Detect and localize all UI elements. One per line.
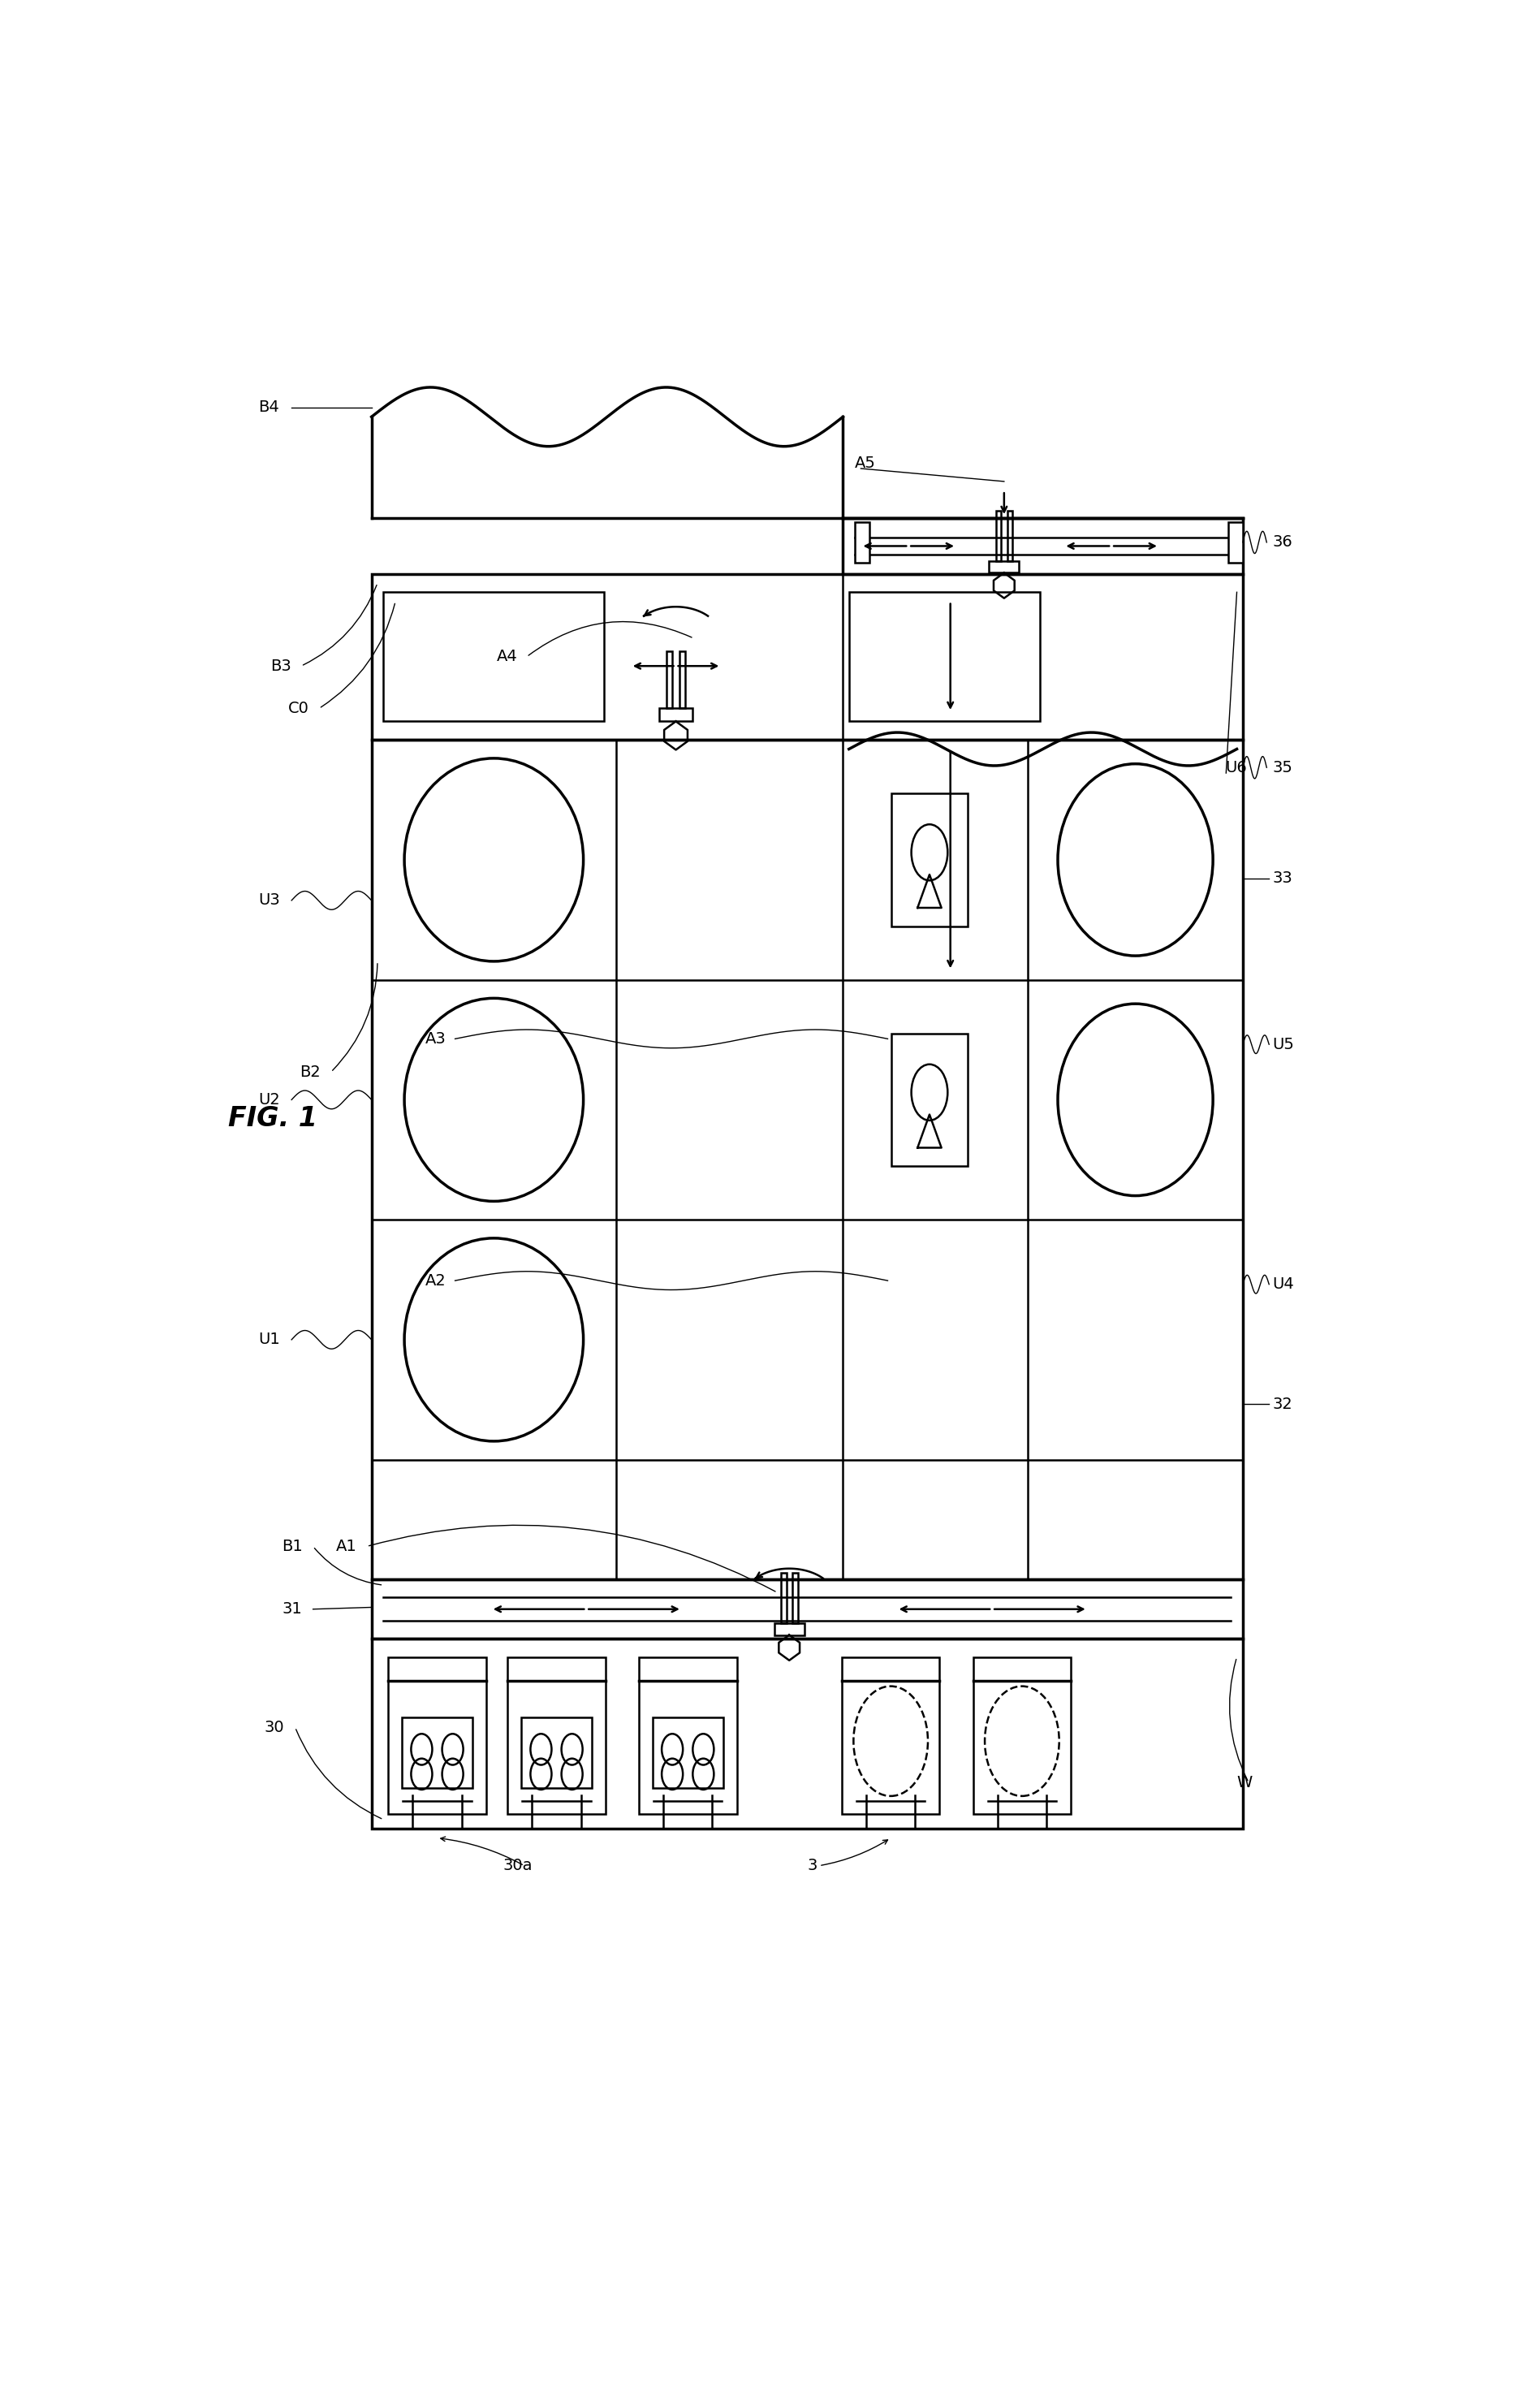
Text: 30: 30 bbox=[265, 1719, 283, 1735]
Bar bbox=[792, 1572, 798, 1623]
Bar bbox=[667, 652, 673, 710]
Bar bbox=[1229, 523, 1243, 563]
Text: A5: A5 bbox=[855, 455, 876, 470]
Text: A2: A2 bbox=[425, 1273, 447, 1287]
Bar bbox=[371, 573, 1243, 741]
Text: 3: 3 bbox=[807, 1858, 818, 1874]
Text: W: W bbox=[1237, 1774, 1252, 1791]
Text: C0: C0 bbox=[288, 700, 310, 717]
Text: 33: 33 bbox=[1272, 870, 1292, 887]
Bar bbox=[639, 1656, 736, 1815]
Bar bbox=[842, 518, 1243, 573]
Bar bbox=[1007, 511, 1012, 561]
Bar bbox=[659, 710, 693, 721]
Bar bbox=[371, 1580, 1243, 1640]
Text: U6: U6 bbox=[1224, 760, 1246, 774]
Bar bbox=[892, 1033, 967, 1167]
Text: B2: B2 bbox=[300, 1064, 320, 1079]
Text: A3: A3 bbox=[425, 1031, 447, 1047]
Text: 32: 32 bbox=[1272, 1397, 1292, 1412]
Text: U1: U1 bbox=[259, 1333, 280, 1347]
Bar bbox=[521, 1719, 591, 1788]
Bar bbox=[989, 561, 1019, 573]
Bar bbox=[855, 523, 869, 563]
Bar bbox=[996, 511, 1001, 561]
Text: U2: U2 bbox=[259, 1093, 280, 1107]
Text: 35: 35 bbox=[1272, 760, 1292, 774]
Text: 30a: 30a bbox=[502, 1858, 533, 1874]
Text: 36: 36 bbox=[1272, 535, 1292, 549]
Text: 31: 31 bbox=[282, 1601, 302, 1618]
Text: U3: U3 bbox=[259, 892, 280, 908]
Text: U4: U4 bbox=[1272, 1278, 1294, 1292]
Bar bbox=[849, 592, 1040, 721]
Bar bbox=[653, 1719, 724, 1788]
Bar bbox=[679, 652, 685, 710]
Bar bbox=[508, 1656, 605, 1815]
Text: A4: A4 bbox=[497, 650, 517, 664]
Bar bbox=[781, 1572, 787, 1623]
Text: U5: U5 bbox=[1272, 1036, 1295, 1052]
Text: B1: B1 bbox=[282, 1539, 303, 1553]
Bar bbox=[973, 1656, 1070, 1815]
Bar bbox=[775, 1623, 804, 1635]
Bar bbox=[892, 793, 967, 925]
Bar bbox=[371, 1640, 1243, 1829]
Text: B3: B3 bbox=[269, 659, 291, 674]
Bar bbox=[402, 1719, 473, 1788]
Bar bbox=[371, 741, 1243, 1580]
Bar bbox=[842, 1656, 939, 1815]
Text: A1: A1 bbox=[336, 1539, 357, 1553]
Bar bbox=[383, 592, 604, 721]
Text: B4: B4 bbox=[259, 400, 279, 415]
Bar bbox=[388, 1656, 487, 1815]
Text: FIG. 1: FIG. 1 bbox=[228, 1105, 317, 1131]
